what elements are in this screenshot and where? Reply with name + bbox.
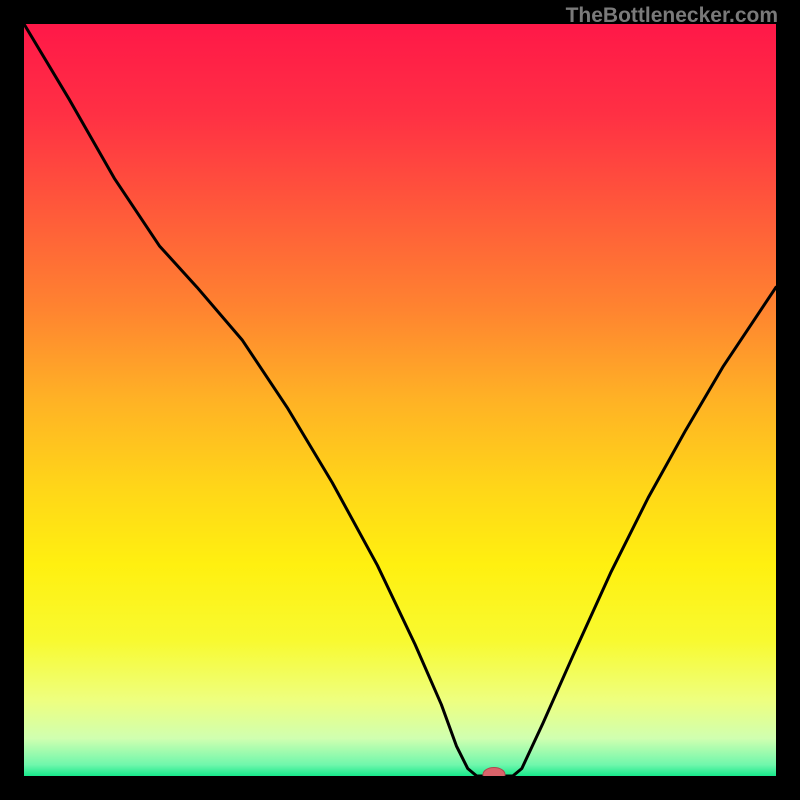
plot-area xyxy=(24,24,776,776)
gradient-background xyxy=(24,24,776,776)
chart-svg xyxy=(24,24,776,776)
chart-frame: TheBottlenecker.com xyxy=(0,0,800,800)
watermark-text: TheBottlenecker.com xyxy=(566,4,778,28)
